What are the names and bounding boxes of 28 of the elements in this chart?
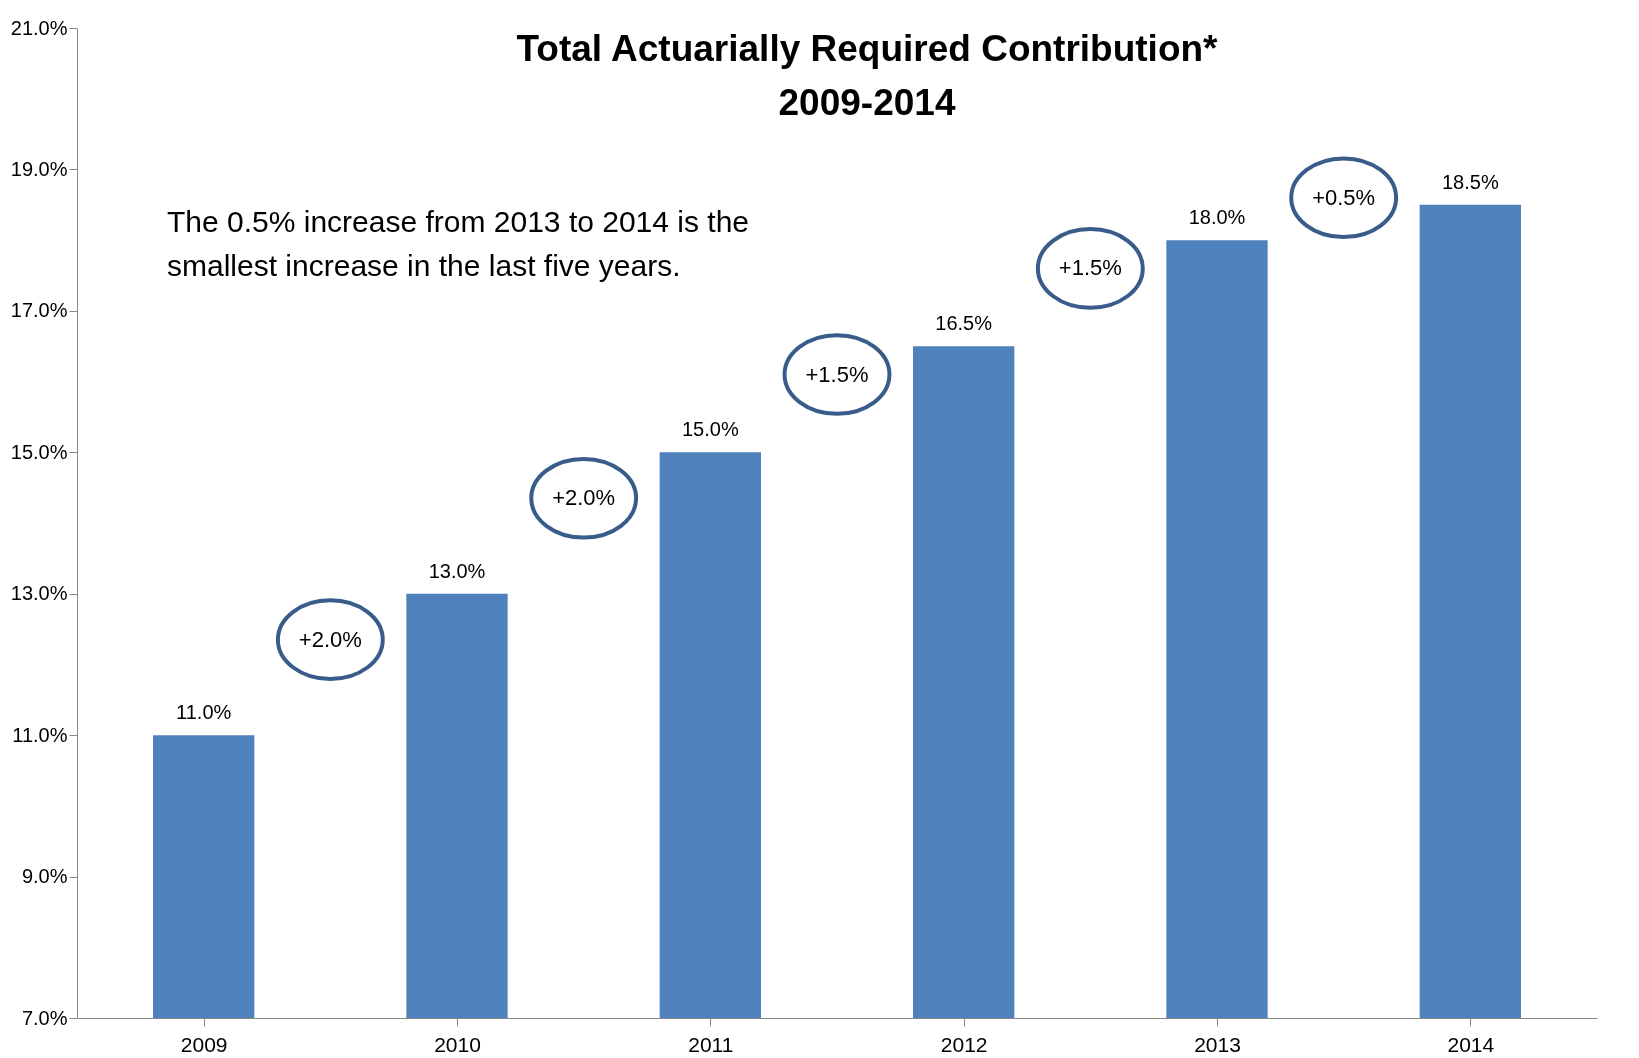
- annotation: +2.0%: [298, 626, 362, 652]
- y-tick-label: 9.0%: [21, 865, 68, 888]
- y-tick-label: 19.0%: [10, 157, 68, 180]
- data-label: 18.0%: [1188, 206, 1246, 229]
- y-tick-label: 7.0%: [21, 1006, 68, 1029]
- data-label: 13.0%: [428, 559, 486, 582]
- x-tick-label: 2010: [434, 1032, 481, 1056]
- y-tick-label: 15.0%: [10, 440, 68, 463]
- x-tick-label: 2009: [180, 1032, 228, 1056]
- text: 2009-2014: [778, 82, 956, 123]
- x-tick-label: 2013: [1194, 1032, 1241, 1056]
- annotation: The 0.5% increase from 2013 to 2014 is the smallest increase in the last five years.: [167, 205, 750, 282]
- annotation: +0.5%: [1312, 184, 1376, 210]
- data-label: 11.0%: [176, 701, 232, 724]
- data-label: 16.5%: [935, 312, 993, 335]
- data-label: 18.5%: [1441, 170, 1499, 193]
- y-tick-label: 11.0%: [12, 723, 68, 746]
- x-tick-label: 2012: [940, 1032, 988, 1056]
- y-tick-label: 13.0%: [10, 582, 68, 605]
- x-tick-label: 2014: [1447, 1032, 1495, 1056]
- y-tick-label: 21.0%: [10, 16, 68, 39]
- annotation: +1.5%: [805, 361, 869, 387]
- chart-title: Total Actuarially Required Contribution*: [516, 28, 1219, 69]
- annotation: +2.0%: [552, 485, 616, 511]
- data-label: 15.0%: [681, 418, 739, 441]
- annotation: +1.5%: [1058, 255, 1122, 281]
- y-tick-label: 17.0%: [10, 299, 68, 322]
- x-tick-label: 2011: [688, 1032, 734, 1056]
